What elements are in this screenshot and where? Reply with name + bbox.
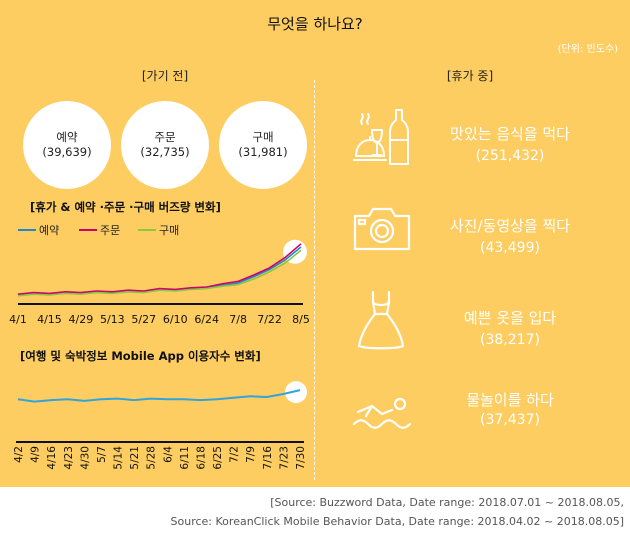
source-line-2: Source: KoreanClick Mobile Behavior Data… <box>170 515 624 528</box>
reserve-value: (39,639) <box>42 145 92 159</box>
x-tick-label: 5/13 <box>100 313 125 326</box>
purchase-value: (31,981) <box>238 145 288 159</box>
legend-swatch-reserve <box>18 229 36 231</box>
order-label: 주문 <box>154 130 176 144</box>
section-divider <box>314 80 315 480</box>
x-tick-label: 6/4 <box>162 446 174 463</box>
x-tick-label: 7/8 <box>229 313 247 326</box>
legend-label-order: 주문 <box>100 224 121 237</box>
x-tick-label: 7/2 <box>229 446 241 463</box>
activity-value-swim: (37,437) <box>480 412 540 428</box>
x-tick-label: 4/29 <box>69 313 94 326</box>
swimming-icon <box>352 397 412 429</box>
x-tick-label: 5/7 <box>96 446 108 463</box>
legend-label-purchase: 구매 <box>159 224 180 237</box>
x-tick-label: 6/10 <box>163 313 188 326</box>
buzz-chart-title: [휴가 & 예약 ·주문 ·구매 버즈량 변화] <box>30 200 221 214</box>
order-value: (32,735) <box>140 145 190 159</box>
activity-value-dress: (38,217) <box>480 332 540 348</box>
legend-swatch-order <box>79 229 97 231</box>
x-tick-label: 7/16 <box>262 446 274 470</box>
dress-icon <box>357 290 405 350</box>
x-tick-label: 7/30 <box>295 446 307 470</box>
x-tick-label: 5/14 <box>113 446 125 470</box>
x-tick-label: 6/11 <box>179 446 191 470</box>
x-tick-label: 7/22 <box>257 313 282 326</box>
app-chart-title: [여행 및 숙박정보 Mobile App 이용자수 변화] <box>20 349 261 363</box>
unit-label: (단위: 빈도수) <box>557 44 618 55</box>
x-tick-label: 4/23 <box>63 446 75 470</box>
order-circle: 주문 (32,735) <box>121 101 209 189</box>
highlight-circle <box>285 381 307 404</box>
before-heading: [가기 전] <box>141 69 189 83</box>
legend-reserve: 예약 <box>18 222 59 238</box>
source-line-1: [Source: Buzzword Data, Date range: 2018… <box>270 496 624 509</box>
x-tick-label: 5/21 <box>129 446 141 470</box>
x-tick-label: 7/23 <box>278 446 290 470</box>
reserve-label: 예약 <box>56 130 78 144</box>
activity-label-eat: 맛있는 음식을 먹다 <box>450 125 570 143</box>
buzz-chart: 4/1 4/15 4/29 5/13 5/27 6/10 6/24 7/8 7/22 8/5 <box>9 239 310 326</box>
activity-value-photo: (43,499) <box>480 240 540 256</box>
x-tick-label: 8/5 <box>292 313 310 326</box>
activity-value-eat: (251,432) <box>475 148 545 164</box>
reserve-circle: 예약 (39,639) <box>23 101 111 189</box>
series-line-2 <box>17 249 302 297</box>
activity-label-dress: 예쁜 옷을 입다 <box>463 309 557 327</box>
legend-label-reserve: 예약 <box>39 224 60 237</box>
series-line-1 <box>17 243 302 295</box>
app-chart: 4/2 4/9 4/16 4/23 4/30 5/7 5/14 5/21 5/28 6/4 6/11… <box>13 381 307 470</box>
x-tick-label: 4/15 <box>37 313 62 326</box>
camera-icon <box>353 207 411 251</box>
x-tick-label: 7/9 <box>245 446 257 463</box>
dining-icon <box>353 109 409 165</box>
purchase-label: 구매 <box>252 130 274 144</box>
x-tick-label: 4/1 <box>9 313 27 326</box>
legend-order: 주문 <box>79 222 120 238</box>
x-tick-label: 6/24 <box>194 313 219 326</box>
x-tick-label: 5/27 <box>131 313 156 326</box>
yellow-panel <box>0 0 630 487</box>
x-tick-label: 6/18 <box>195 446 207 470</box>
page-title: 무엇을 하나요? <box>267 15 363 33</box>
x-tick-label: 5/28 <box>146 446 158 470</box>
legend-purchase: 구매 <box>138 222 179 238</box>
x-tick-label: 6/25 <box>212 446 224 470</box>
series-line-app <box>17 389 301 403</box>
x-tick-label: 4/2 <box>13 446 25 463</box>
during-heading: [휴가 중] <box>446 69 494 83</box>
x-tick-label: 4/30 <box>79 446 91 470</box>
legend-swatch-purchase <box>138 229 156 231</box>
purchase-circle: 구매 (31,981) <box>219 101 307 189</box>
x-tick-label: 4/9 <box>30 446 42 463</box>
x-tick-label: 4/16 <box>46 446 58 470</box>
activity-label-swim: 물놀이를 하다 <box>466 391 554 409</box>
activity-label-photo: 사진/동영상을 찍다 <box>449 217 571 235</box>
